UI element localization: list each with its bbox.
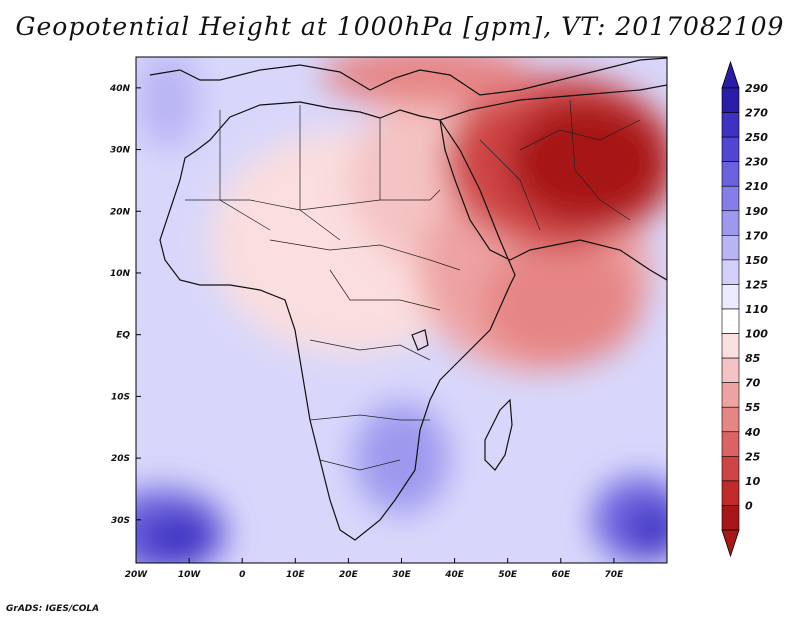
- geopotential-field: [136, 57, 667, 563]
- colorbar-swatch: [721, 456, 740, 482]
- grads-credit: GrADS: IGES/COLA: [6, 604, 100, 614]
- border-line: [269, 239, 461, 271]
- border-line: [185, 199, 381, 211]
- lat-tick-label: 40N: [109, 84, 131, 94]
- colorbar-swatch: [721, 382, 740, 408]
- lon-tick-label: 50E: [498, 570, 518, 580]
- colorbar-level-label: 25: [745, 450, 761, 463]
- lat-tick-label: 10S: [111, 392, 130, 402]
- field-region: [141, 513, 216, 563]
- colorbar-level-label: 270: [745, 107, 768, 120]
- madagascar-coastline: [484, 398, 513, 471]
- colorbar-swatch: [721, 136, 740, 162]
- border-line: [379, 118, 441, 201]
- coastlines: [149, 57, 667, 541]
- colorbar-level-label: 150: [745, 254, 768, 267]
- colorbar-swatch: [721, 112, 740, 138]
- lat-tick-label: 20S: [111, 454, 130, 464]
- colorbar-level-label: 230: [745, 156, 768, 169]
- lon-tick-label: 70E: [605, 570, 625, 580]
- lat-tick-label: 20N: [110, 207, 131, 217]
- border-line: [309, 414, 430, 421]
- colorbar-level-label: 290: [745, 82, 768, 95]
- colorbar-swatch: [721, 210, 740, 236]
- field-region: [481, 242, 641, 366]
- colorbar-level-label: 210: [745, 180, 768, 193]
- colorbar-level-label: 70: [745, 377, 761, 390]
- colorbar-level-label: 10: [745, 475, 761, 488]
- country-borders: [185, 99, 641, 471]
- colorbar-swatch: [721, 259, 740, 285]
- arabia-coastline: [439, 84, 667, 281]
- colorbar-swatch: [721, 431, 740, 457]
- colorbar-level-label: 110: [745, 303, 768, 316]
- colorbar-level-label: 100: [745, 328, 768, 341]
- colorbar-swatch: [721, 333, 740, 359]
- colorbar-swatch: [721, 161, 740, 187]
- border-line: [479, 139, 541, 231]
- colorbar-swatch: [721, 357, 740, 383]
- colorbar-level-label: 190: [745, 205, 768, 218]
- map-title: Geopotential Height at 1000hPa [gpm], VT…: [15, 12, 785, 41]
- map-axes: 20W 10W 0 10E 20E 30E 40E 50E 60E 70E 40N 30N 20N 10N…: [109, 84, 624, 580]
- lon-tick-label: 20E: [339, 570, 359, 580]
- colorbar: 2902702502302101901701501251101008570554…: [721, 60, 768, 558]
- lat-tick-label: EQ: [116, 331, 130, 341]
- lon-tick-label: 0: [239, 570, 245, 580]
- colorbar-bottom-triangle: [721, 529, 740, 558]
- lon-tick-label: 10W: [178, 570, 202, 580]
- colorbar-swatch: [721, 284, 740, 310]
- border-line: [309, 339, 431, 361]
- field-region: [321, 57, 535, 107]
- lon-tick-label: 20W: [125, 570, 149, 580]
- border-line: [319, 459, 401, 471]
- colorbar-top-triangle: [721, 60, 740, 89]
- colorbar-level-label: 40: [744, 426, 761, 439]
- colorbar-swatch: [721, 406, 740, 433]
- colorbar-swatch: [721, 87, 740, 113]
- colorbar-swatch: [721, 235, 740, 261]
- colorbar-swatch: [721, 308, 740, 334]
- europe-coastline: [149, 57, 667, 96]
- africa-coastline: [159, 101, 516, 541]
- lon-tick-label: 10E: [286, 570, 306, 580]
- border-line: [569, 99, 631, 221]
- border-line: [519, 119, 641, 151]
- colorbar-level-label: 0: [745, 499, 753, 512]
- field-region: [136, 57, 200, 150]
- lon-tick-label: 30E: [392, 570, 412, 580]
- colorbar-level-label: 250: [745, 131, 768, 144]
- field-region: [629, 507, 667, 557]
- colorbar-level-label: 125: [745, 278, 768, 291]
- colorbar-level-label: 85: [745, 352, 761, 365]
- colorbar-level-label: 170: [745, 229, 768, 242]
- colorbar-swatch: [721, 505, 740, 531]
- border-line: [329, 269, 441, 311]
- colorbar-level-label: 55: [745, 401, 761, 414]
- lake-victoria: [411, 329, 429, 351]
- field-region: [353, 402, 450, 514]
- lat-tick-label: 10N: [110, 269, 131, 279]
- lon-tick-label: 40E: [444, 570, 465, 580]
- field-region: [507, 100, 667, 224]
- colorbar-swatch: [721, 185, 740, 212]
- colorbar-swatch: [721, 480, 740, 506]
- lat-tick-label: 30N: [110, 146, 131, 156]
- lat-tick-label: 30S: [111, 516, 130, 526]
- lon-tick-label: 60E: [551, 570, 571, 580]
